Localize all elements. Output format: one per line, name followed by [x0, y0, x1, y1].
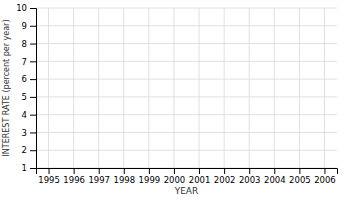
x-tick: 1996	[63, 168, 85, 185]
grid-line-y	[36, 132, 337, 133]
x-tick: 2002	[214, 168, 236, 185]
y-tick-mark	[30, 8, 36, 9]
x-tick-mark	[74, 168, 75, 174]
y-tick: 10	[16, 3, 36, 13]
y-tick-mark	[30, 168, 36, 169]
grid-line-y	[36, 43, 337, 44]
grid-line-y	[36, 79, 337, 80]
x-tick-label: 2005	[289, 175, 311, 185]
x-tick-label: 2003	[239, 175, 261, 185]
x-tick-label: 2006	[314, 175, 336, 185]
y-axis-title: INTEREST RATE (percent per year)	[2, 19, 11, 156]
y-tick-label: 1	[22, 163, 27, 173]
x-tick-mark	[299, 168, 300, 174]
x-tick-mark	[174, 168, 175, 174]
grid-line-x	[324, 8, 325, 168]
x-tick-mark	[99, 168, 100, 174]
y-tick-label: 2	[22, 145, 27, 155]
x-tick: 2006	[314, 168, 336, 185]
plot: 1995199619971998 199920002001200220032004…	[16, 3, 337, 185]
x-tick-label: 1995	[38, 175, 60, 185]
x-tick: 2001	[189, 168, 211, 185]
grid-line-y	[36, 114, 337, 115]
y-tick-mark	[30, 115, 36, 116]
x-tick: 1999	[139, 168, 161, 185]
y-axis-line	[30, 9, 37, 169]
grid-line-y	[36, 150, 337, 151]
y-tick-mark	[30, 97, 36, 98]
grid-line-x	[98, 8, 99, 168]
y-tick: 6	[22, 74, 36, 84]
y-tick: 4	[22, 110, 36, 120]
grid-line-x	[199, 8, 200, 168]
y-tick-label: 6	[22, 74, 27, 84]
x-tick-label: 1998	[113, 175, 135, 185]
grid-line-x	[274, 8, 275, 168]
x-tick-mark	[49, 168, 50, 174]
x-tick: 1995	[38, 168, 60, 185]
y-tick-mark	[30, 44, 36, 45]
y-tick-label: 9	[22, 21, 27, 31]
x-tick-label: 2000	[164, 175, 186, 185]
grid-line-y	[36, 96, 337, 97]
y-tick: 3	[22, 128, 36, 138]
y-axis: 1 2 3 4 5 6 7 8 9 10	[16, 3, 36, 173]
y-tick: 2	[22, 145, 36, 155]
grid-line-y	[36, 61, 337, 62]
grid-line-x	[148, 8, 149, 168]
grid-line-x	[173, 8, 174, 168]
x-tick-label: 1996	[63, 175, 85, 185]
x-axis: 1995199619971998 199920002001200220032004…	[37, 168, 338, 185]
x-tick-mark	[199, 168, 200, 174]
y-tick-mark	[30, 26, 36, 27]
grid-line-x	[73, 8, 74, 168]
y-tick: 9	[22, 21, 36, 31]
x-axis-title: YEAR	[174, 186, 199, 196]
y-tick-label: 7	[22, 57, 27, 67]
grid-line-x	[224, 8, 225, 168]
x-tick: 2003	[239, 168, 261, 185]
y-tick: 1	[22, 163, 36, 173]
y-tick-mark	[30, 150, 36, 151]
y-tick-label: 10	[16, 3, 27, 13]
grid-line-x	[48, 8, 49, 168]
y-tick-mark	[30, 132, 36, 133]
y-tick-label: 8	[22, 39, 27, 49]
x-tick-mark	[274, 168, 275, 174]
x-tick-mark	[124, 168, 125, 174]
y-tick: 5	[22, 92, 36, 102]
y-tick-mark	[30, 61, 36, 62]
x-tick-label: 2002	[214, 175, 236, 185]
x-tick: 1997	[88, 168, 110, 185]
x-tick: 2005	[289, 168, 311, 185]
x-tick-mark	[149, 168, 150, 174]
y-tick-label: 5	[22, 92, 27, 102]
x-tick: 2004	[264, 168, 286, 185]
x-tick-mark	[224, 168, 225, 174]
y-tick: 8	[22, 39, 36, 49]
y-tick: 7	[22, 57, 36, 67]
y-tick-mark	[30, 79, 36, 80]
grid-line-x	[123, 8, 124, 168]
x-tick-mark	[249, 168, 250, 174]
x-tick-label: 2004	[264, 175, 286, 185]
x-tick: 2000	[164, 168, 186, 185]
x-tick-label: 2001	[189, 175, 211, 185]
x-tick-label: 1999	[139, 175, 161, 185]
chart: 1995199619971998 199920002001200220032004…	[0, 0, 349, 198]
grid-line-y	[36, 25, 337, 26]
x-axis-line	[37, 169, 338, 175]
y-tick-label: 4	[22, 110, 27, 120]
x-tick-label: 1997	[88, 175, 110, 185]
x-tick-mark	[324, 168, 325, 174]
grid	[36, 8, 337, 168]
grid-line-y	[36, 8, 337, 9]
grid-line-x	[249, 8, 250, 168]
x-tick: 1998	[113, 168, 135, 185]
grid-line-x	[299, 8, 300, 168]
y-tick-label: 3	[22, 128, 27, 138]
